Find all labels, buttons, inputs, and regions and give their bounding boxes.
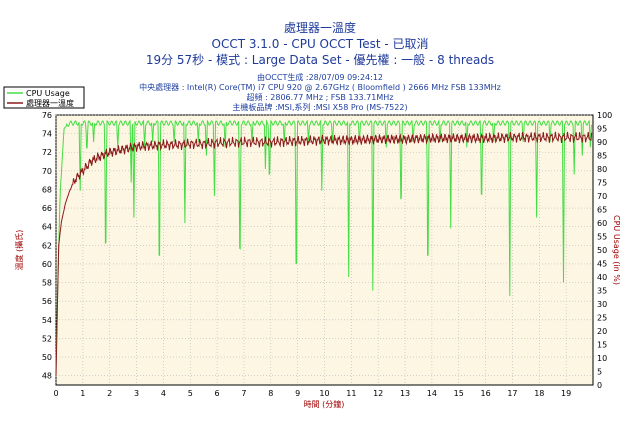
x-axis-label: 時間 (分鐘) [304,399,345,409]
x-axis-ticks: 0 1 2 3 4 5 6 7 8 9 10 11 12 13 14 15 16 17 18 19 [53,389,571,398]
y-right-tick-label: 25 [597,314,607,323]
y-right-tick-label: 65 [597,206,607,215]
grid-lines [55,114,593,385]
x-tick-label: 11 [346,389,356,398]
y-left-tick-label: 48 [42,372,52,381]
y-left-tick-label: 58 [42,279,52,288]
y-right-tick-label: 60 [597,219,607,228]
y-right-tick-label: 30 [597,300,607,309]
x-tick-label: 1 [80,389,85,398]
x-tick-label: 15 [454,389,464,398]
y-left-tick-label: 62 [42,241,52,250]
y-right-tick-label: 50 [597,246,607,255]
y-left-tick-label: 68 [42,185,52,194]
y-left-tick-label: 64 [42,223,52,232]
y-right-tick-label: 20 [597,327,607,336]
y-left-tick-label: 74 [42,130,52,139]
legend-box [3,86,85,109]
x-tick-label: 13 [400,389,410,398]
x-tick-label: 6 [215,389,220,398]
y-right-tick-label: 0 [597,381,602,390]
y-left-tick-label: 50 [42,353,52,362]
y-left-tick-label: 60 [42,260,52,269]
x-tick-label: 9 [295,389,300,398]
y-right-tick-label: 10 [597,354,607,363]
x-tick-label: 18 [534,389,544,398]
y-left-tick-label: 76 [42,111,52,120]
y-right-tick-label: 90 [597,138,607,147]
x-tick-label: 19 [561,389,571,398]
y-right-tick-label: 45 [597,260,607,269]
x-tick-label: 10 [319,389,329,398]
y-left-tick-label: 66 [42,204,52,213]
y-right-tick-label: 35 [597,287,607,296]
y-axis-left-ticks: 48 50 52 54 56 58 60 62 64 66 68 70 72 74 76 [42,111,52,381]
y-right-tick-label: 15 [597,341,607,350]
y-left-tick-label: 54 [42,316,52,325]
y-left-tick-label: 72 [42,148,52,157]
series-line-cpu-usage [55,119,593,372]
x-tick-label: 2 [107,389,112,398]
series-line-temperature [55,131,593,376]
legend: CPU Usage 處理器一溫度 [3,86,85,109]
x-tick-label: 12 [373,389,383,398]
legend-label-temperature: 處理器一溫度 [26,98,74,108]
y-right-tick-label: 85 [597,152,607,161]
x-tick-label: 16 [481,389,491,398]
y-axis-right-ticks: 0 5 10 15 20 25 30 35 40 45 50 55 60 65 70 75 80 85 90 95 10… [597,111,612,390]
x-tick-label: 7 [241,389,246,398]
y-left-tick-label: 70 [42,167,52,176]
y-left-tick-label: 52 [42,334,52,343]
x-tick-label: 0 [53,389,58,398]
info-board: 主機板品牌 :MSI,系列 :MSI X58 Pro (MS-7522) [232,102,407,112]
info-overclock: 超頻 : 2806.77 MHz ; FSB 133.71MHz [247,92,394,102]
x-tick-label: 17 [507,389,517,398]
legend-label-cpu-usage: CPU Usage [26,89,70,98]
chart-title-line1: 處理器一溫度 [284,20,356,35]
chart-title-line3: 19分 57秒 - 模式 : Large Data Set - 優先權 : 一般… [146,52,494,67]
x-tick-label: 5 [188,389,193,398]
x-tick-label: 3 [134,389,139,398]
y-right-tick-label: 70 [597,192,607,201]
y-right-tick-label: 100 [597,111,612,120]
chart-title-line2: OCCT 3.1.0 - CPU OCCT Test - 已取消 [212,37,429,51]
x-tick-label: 4 [161,389,166,398]
info-cpu: 中央處理器 : Intel(R) Core(TM) i7 CPU 920 @ 2… [139,82,501,92]
y-right-tick-label: 80 [597,165,607,174]
info-generated: 由OCCT生成 :28/07/09 09:24:12 [257,72,383,82]
y-axis-right-label: CPU Usage (in %) [612,215,621,285]
y-right-tick-label: 5 [597,368,602,377]
y-left-tick-label: 56 [42,297,52,306]
y-axis-left-label: 溫度 (攝氏) [14,230,24,271]
x-tick-label: 14 [427,389,437,398]
x-tick-label: 8 [268,389,273,398]
y-right-tick-label: 75 [597,179,607,188]
y-right-tick-label: 40 [597,273,607,282]
y-right-tick-label: 95 [597,125,607,134]
y-right-tick-label: 55 [597,233,607,242]
